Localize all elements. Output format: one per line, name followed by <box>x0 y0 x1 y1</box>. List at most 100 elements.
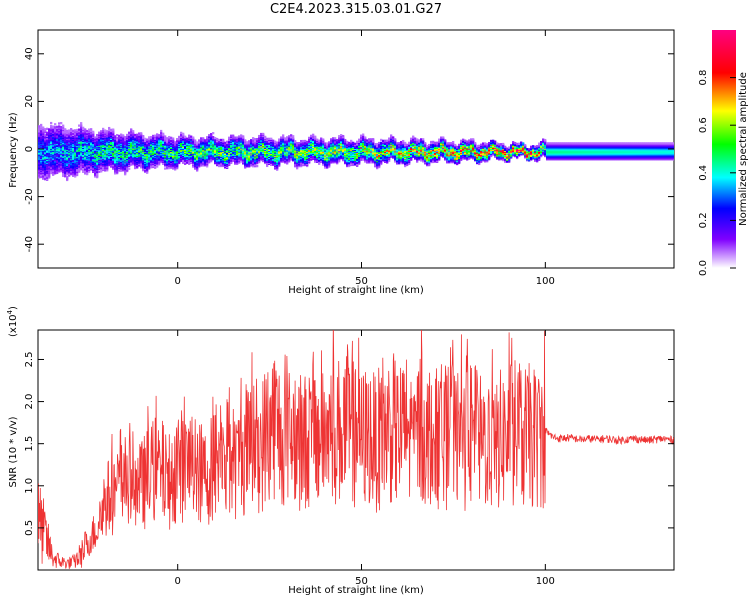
heatmap-cell <box>302 139 305 143</box>
heatmap-cell <box>80 166 83 169</box>
heatmap-cell <box>156 165 159 168</box>
heatmap-cell <box>64 128 67 131</box>
heatmap-cell <box>266 164 269 168</box>
chart-title: C2E4.2023.315.03.01.G27 <box>270 2 442 17</box>
heatmap-cell <box>112 167 115 170</box>
heatmap-cell <box>70 130 73 133</box>
heatmap-cell <box>132 130 135 133</box>
heatmap-cell <box>166 137 169 140</box>
heatmap-cell <box>76 173 79 177</box>
heatmap-cell <box>162 132 165 135</box>
heatmap-cell <box>248 140 251 143</box>
heatmap-cell <box>62 173 65 176</box>
heatmap-cell <box>188 136 191 139</box>
heatmap-cell <box>256 139 259 143</box>
heatmap-cell <box>90 130 93 133</box>
heatmap-cell <box>214 138 217 142</box>
heatmap-cell <box>320 139 323 142</box>
heatmap-cell <box>262 159 265 163</box>
heatmap-cell <box>284 137 287 140</box>
heatmap-cell <box>172 139 175 142</box>
heatmap-cell <box>106 132 109 135</box>
heatmap-cell <box>144 137 147 141</box>
heatmap-cell <box>250 139 253 142</box>
heatmap-cell <box>212 136 215 139</box>
heatmap-cell <box>166 139 169 142</box>
heatmap-cell <box>90 128 93 131</box>
heatmap-cell <box>116 137 119 140</box>
heatmap-cell <box>122 134 125 137</box>
heatmap-cell <box>212 132 215 135</box>
heatmap-cell <box>226 140 229 143</box>
heatmap-cell <box>66 129 69 133</box>
heatmap-cell <box>262 132 265 136</box>
heatmap-cell <box>50 124 53 128</box>
heatmap-cell <box>62 126 65 129</box>
heatmap-cell <box>228 136 231 139</box>
heatmap-cell <box>82 126 85 129</box>
heatmap-cell <box>68 129 71 132</box>
heatmap-cell <box>196 141 199 144</box>
heatmap-cell <box>160 131 163 135</box>
heatmap-cell <box>242 135 245 138</box>
heatmap-cell <box>258 134 261 138</box>
heatmap-cell <box>94 136 97 139</box>
heatmap-cell <box>132 132 135 135</box>
heatmap-cell <box>140 132 143 135</box>
heatmap-cell <box>56 171 59 175</box>
heatmap-cell <box>148 136 151 139</box>
heatmap-cell <box>254 138 257 141</box>
heatmap-cell <box>282 136 285 139</box>
heatmap-cell <box>80 124 83 127</box>
heatmap-cell <box>278 141 281 144</box>
heatmap-cell <box>76 132 79 136</box>
heatmap-cell <box>194 139 197 142</box>
heatmap-cell <box>318 139 321 142</box>
heatmap-cell <box>96 133 99 137</box>
heatmap-cell <box>252 137 255 140</box>
heatmap-cell <box>168 166 171 170</box>
heatmap-cell <box>306 140 309 144</box>
heatmap-cell <box>60 125 63 129</box>
heatmap-cell <box>348 141 351 145</box>
heatmap-cell <box>114 172 117 175</box>
heatmap-cell <box>78 128 81 131</box>
heatmap-cell <box>50 121 53 125</box>
heatmap-cell <box>182 132 185 136</box>
heatmap-cell <box>172 137 175 140</box>
heatmap-cell <box>190 135 193 138</box>
heatmap-cell <box>278 138 281 141</box>
heatmap-cell <box>98 131 101 134</box>
heatmap-cell <box>64 133 67 136</box>
heatmap-cell <box>66 131 69 135</box>
heatmap-cell <box>182 160 185 164</box>
heatmap-cell <box>118 134 121 138</box>
heatmap-cell <box>340 134 343 137</box>
heatmap-cell <box>330 138 333 141</box>
heatmap-cell <box>238 135 241 138</box>
heatmap-cell <box>38 125 41 128</box>
heatmap-cell <box>148 138 151 141</box>
heatmap-cell <box>214 136 217 140</box>
heatmap-cell <box>206 136 209 139</box>
heatmap-cell <box>174 141 177 144</box>
heatmap-cell <box>48 128 51 131</box>
heatmap-cell <box>338 135 341 138</box>
heatmap-cell <box>74 131 77 134</box>
heatmap-cell <box>208 136 211 139</box>
heatmap-cell <box>198 139 201 142</box>
heatmap-cell <box>194 167 197 170</box>
heatmap-cell <box>286 136 289 139</box>
heatmap-cell <box>180 131 183 135</box>
heatmap-cell <box>210 133 213 136</box>
heatmap-cell <box>114 170 117 173</box>
heatmap-cell <box>134 166 137 170</box>
heatmap-cell <box>152 164 155 168</box>
heatmap-cell <box>312 133 315 136</box>
heatmap-cell <box>204 139 207 142</box>
heatmap-cell <box>232 134 235 137</box>
heatmap-cell <box>216 137 219 141</box>
heatmap-cell <box>224 141 227 145</box>
heatmap-cell <box>328 141 331 144</box>
heatmap-cell <box>282 134 285 137</box>
